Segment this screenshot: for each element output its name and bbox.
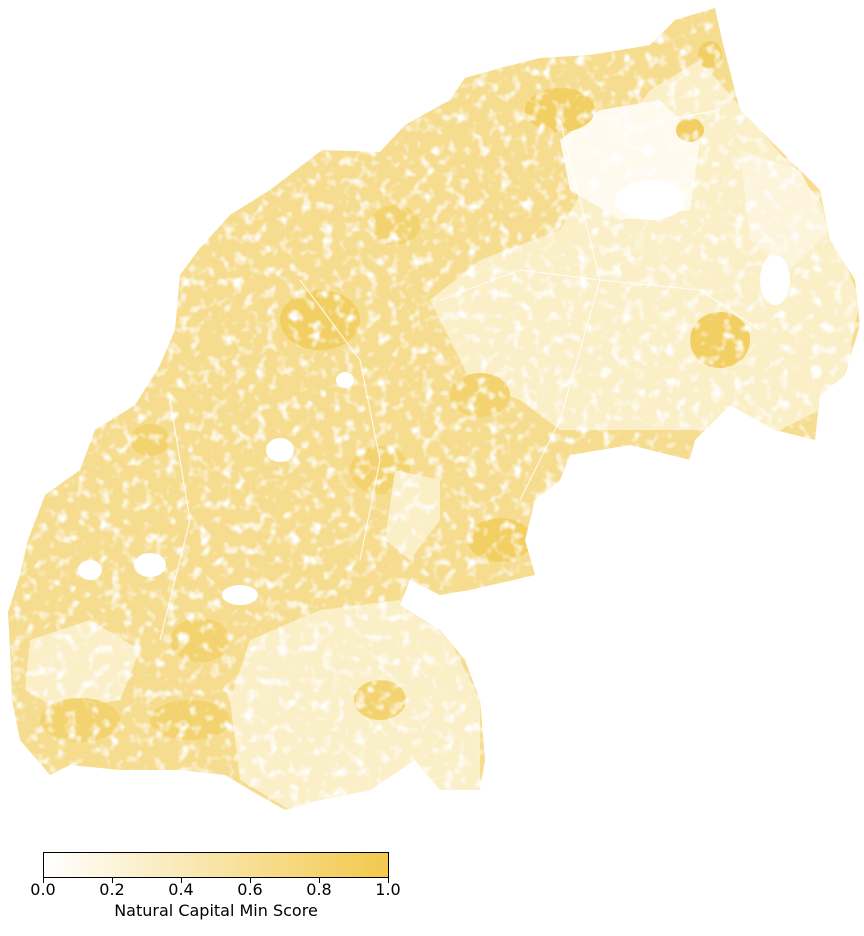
colorbar-tick-label: 0.8: [306, 880, 332, 899]
colorbar-tick: [112, 878, 113, 883]
colorbar-tick-label: 1.0: [375, 880, 401, 899]
colorbar: [43, 852, 389, 883]
region-shape: [8, 8, 860, 810]
road-lines: [159, 109, 761, 641]
colorbar-gradient: [43, 852, 389, 878]
colorbar-tick: [250, 878, 251, 883]
colorbar-tick: [388, 878, 389, 883]
colorbar-tick: [43, 878, 44, 883]
colorbar-tick-label: 0.4: [168, 880, 194, 899]
colorbar-tick: [181, 878, 182, 883]
colorbar-tick-label: 0.6: [237, 880, 263, 899]
colorbar-tick: [319, 878, 320, 883]
colorbar-title: Natural Capital Min Score: [114, 901, 318, 920]
colorbar-tick-label: 0.0: [30, 880, 56, 899]
colorbar-tick-label: 0.2: [99, 880, 125, 899]
